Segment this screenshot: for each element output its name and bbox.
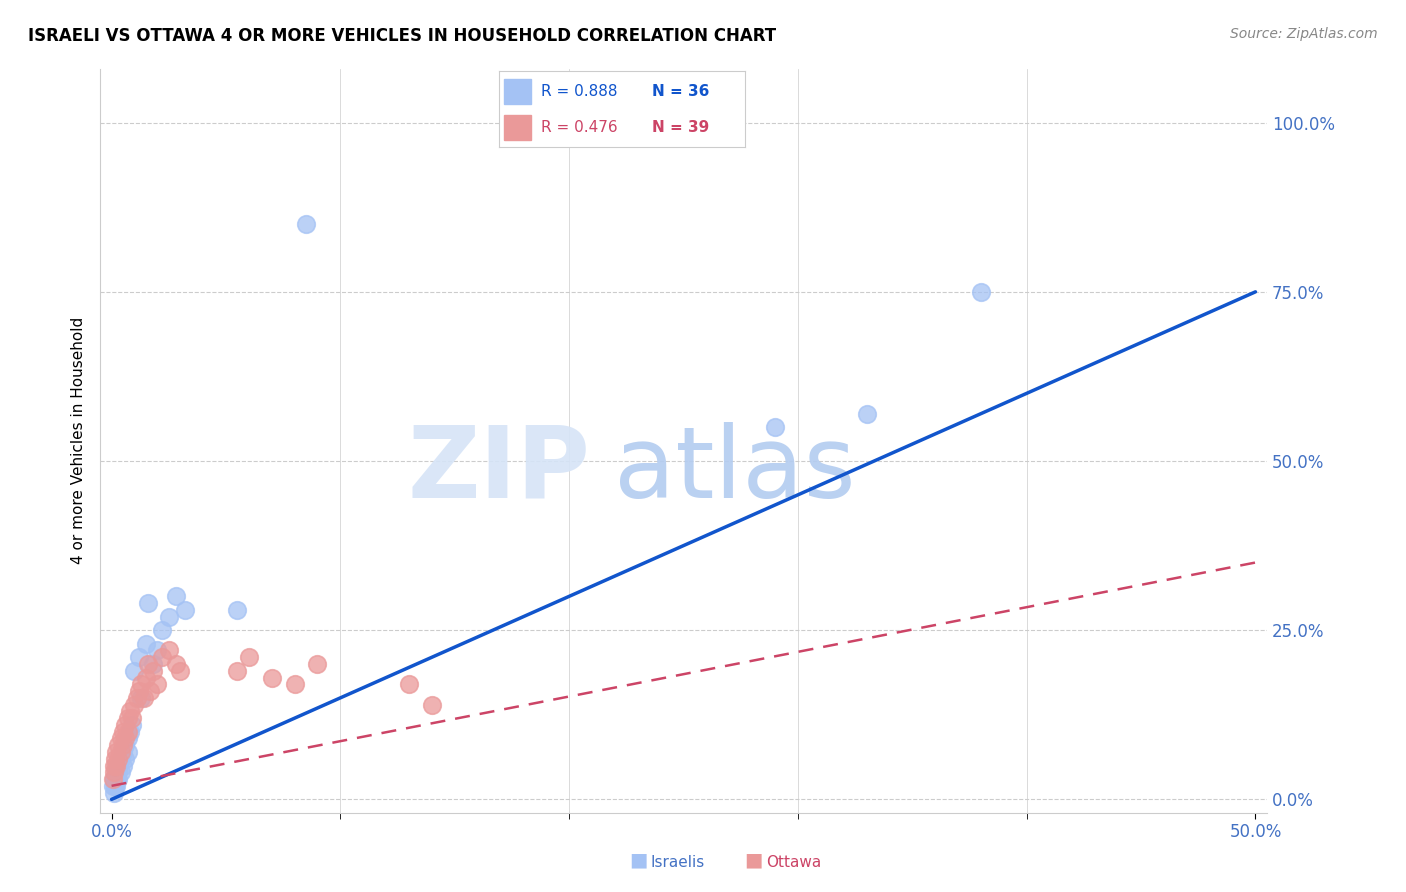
Point (131, 677, 153, 691)
Point (173, 603, 195, 617)
FancyBboxPatch shape (503, 114, 531, 140)
Point (128, 684, 150, 698)
Text: ISRAELI VS OTTAWA 4 OR MORE VEHICLES IN HOUSEHOLD CORRELATION CHART: ISRAELI VS OTTAWA 4 OR MORE VEHICLES IN … (28, 27, 776, 45)
Point (114, 731, 136, 746)
Point (295, 217, 318, 231)
Point (142, 657, 165, 671)
Point (157, 643, 180, 657)
Point (855, 407, 877, 421)
Text: Ottawa: Ottawa (766, 855, 821, 870)
Point (128, 650, 150, 665)
Point (970, 285, 993, 299)
Point (125, 690, 148, 705)
Point (146, 643, 169, 657)
Point (105, 765, 128, 780)
Point (107, 772, 129, 786)
Point (111, 745, 134, 759)
Text: ■: ■ (744, 851, 763, 870)
Point (238, 650, 260, 665)
Point (284, 677, 307, 691)
Point (136, 657, 159, 671)
Point (101, 772, 124, 786)
Point (124, 698, 146, 712)
Point (121, 711, 143, 725)
Point (107, 738, 129, 752)
Point (117, 711, 139, 725)
Point (111, 758, 134, 772)
Point (103, 772, 125, 786)
Text: R = 0.888: R = 0.888 (541, 85, 617, 99)
Point (117, 745, 139, 759)
Point (111, 738, 134, 752)
Point (110, 731, 132, 746)
Text: Israelis: Israelis (651, 855, 706, 870)
Point (307, 657, 329, 671)
Point (105, 758, 128, 772)
Text: N = 39: N = 39 (652, 120, 709, 135)
Point (105, 745, 128, 759)
Point (136, 596, 159, 610)
Point (103, 758, 125, 772)
Point (150, 650, 173, 665)
FancyBboxPatch shape (503, 79, 531, 104)
Point (117, 724, 139, 739)
Point (135, 637, 157, 651)
Point (114, 752, 136, 766)
Point (105, 772, 128, 786)
Point (118, 705, 141, 719)
Text: Source: ZipAtlas.com: Source: ZipAtlas.com (1230, 27, 1378, 41)
Point (260, 671, 283, 685)
Text: ZIP: ZIP (408, 422, 591, 519)
Point (398, 677, 420, 691)
Point (105, 779, 128, 793)
Point (110, 765, 132, 780)
Point (114, 738, 136, 752)
Point (139, 684, 162, 698)
Point (104, 779, 127, 793)
Point (226, 603, 249, 617)
Point (165, 590, 187, 604)
Point (104, 752, 127, 766)
Point (763, 420, 786, 434)
Point (121, 718, 143, 732)
Point (103, 786, 125, 800)
Point (117, 731, 139, 746)
Point (110, 745, 132, 759)
Point (165, 657, 187, 671)
Point (110, 752, 132, 766)
Point (107, 752, 129, 766)
Point (420, 698, 443, 712)
Y-axis label: 4 or more Vehicles in Household: 4 or more Vehicles in Household (72, 317, 86, 565)
Point (101, 779, 124, 793)
Point (142, 664, 165, 678)
Point (135, 671, 157, 685)
Point (124, 664, 146, 678)
Point (150, 623, 173, 637)
Point (226, 664, 249, 678)
Point (118, 724, 141, 739)
Point (114, 718, 136, 732)
Point (157, 609, 180, 624)
Point (103, 765, 125, 780)
Point (132, 690, 155, 705)
Text: R = 0.476: R = 0.476 (541, 120, 617, 135)
Point (131, 690, 153, 705)
Point (146, 677, 169, 691)
Text: atlas: atlas (613, 422, 855, 519)
Point (169, 664, 191, 678)
Point (107, 758, 129, 772)
Text: N = 36: N = 36 (652, 85, 709, 99)
Text: ■: ■ (628, 851, 648, 870)
Point (111, 724, 134, 739)
Point (107, 765, 129, 780)
